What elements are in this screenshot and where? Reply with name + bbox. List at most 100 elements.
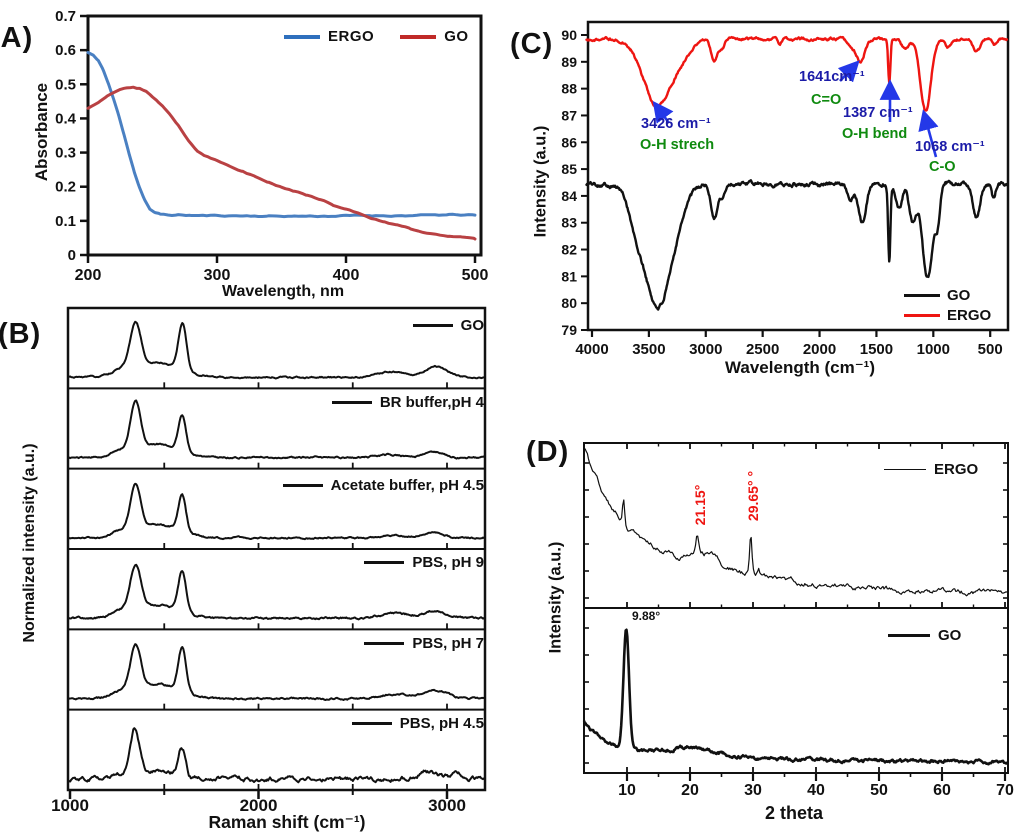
svg-text:1000: 1000 bbox=[51, 796, 89, 815]
ftir-annotation-1387-assignment: O-H bend bbox=[842, 126, 908, 142]
xrd-ergo-label: ERGO bbox=[934, 461, 979, 478]
svg-text:50: 50 bbox=[870, 782, 888, 799]
svg-text:87: 87 bbox=[561, 107, 577, 123]
legend-line bbox=[904, 294, 940, 297]
panel-b-label: (B) bbox=[0, 318, 42, 350]
svg-text:0.5: 0.5 bbox=[55, 76, 76, 93]
ftir-annotation-1641-value: 1641cm⁻¹ bbox=[799, 69, 865, 85]
svg-text:3000: 3000 bbox=[428, 796, 466, 815]
legend-line bbox=[888, 633, 930, 638]
ergo-legend-label: ERGO bbox=[328, 28, 375, 45]
panel-b-plot: 1000 2000 3000 bbox=[51, 306, 487, 815]
c-x-axis-label: Wavelength (cm⁻¹) bbox=[724, 358, 876, 377]
ftir-annotation-3426-value: 3426 cm⁻¹ bbox=[641, 116, 711, 132]
svg-text:0.7: 0.7 bbox=[55, 8, 76, 25]
legend-line bbox=[364, 642, 405, 645]
svg-text:0: 0 bbox=[68, 247, 76, 264]
legend-line bbox=[884, 468, 926, 471]
xrd-go-label: GO bbox=[938, 627, 962, 644]
panel-d-label: (D) bbox=[526, 436, 570, 468]
raman-trace-label: PBS, pH 4.5 bbox=[399, 715, 484, 732]
svg-text:0.6: 0.6 bbox=[55, 42, 76, 59]
raman-legend-pbs45: PBS, pH 4.5 bbox=[351, 715, 484, 732]
svg-text:1000: 1000 bbox=[917, 341, 950, 358]
svg-text:88: 88 bbox=[561, 81, 577, 97]
legend-line bbox=[904, 314, 940, 317]
svg-text:2000: 2000 bbox=[240, 796, 278, 815]
raman-trace-label: PBS, pH 9 bbox=[412, 554, 484, 571]
svg-text:81: 81 bbox=[561, 268, 577, 284]
svg-text:90: 90 bbox=[561, 27, 577, 43]
uvvis-legend: ERGO GO bbox=[284, 28, 469, 45]
svg-text:0.3: 0.3 bbox=[55, 145, 76, 162]
svg-text:2500: 2500 bbox=[746, 341, 779, 358]
panel-d-plot: 10 20 30 40 50 60 70 bbox=[582, 442, 1014, 799]
svg-text:10: 10 bbox=[618, 782, 636, 799]
b-x-axis-label: Raman shift (cm⁻¹) bbox=[208, 812, 366, 832]
a-y-axis-label: Absorbance bbox=[32, 82, 51, 182]
svg-text:400: 400 bbox=[333, 267, 360, 284]
xrd-peak-label-988: 9.88° bbox=[632, 609, 661, 623]
xrd-peak-label-2115: 21.15° bbox=[692, 484, 708, 526]
raman-legend-pbs9: PBS, pH 9 bbox=[364, 554, 484, 571]
ftir-annotation-1068-assignment: C-O bbox=[929, 159, 956, 175]
a-x-axis-label: Wavelength, nm bbox=[221, 283, 345, 300]
svg-text:500: 500 bbox=[978, 341, 1003, 358]
svg-text:0.2: 0.2 bbox=[55, 179, 76, 196]
legend-line bbox=[331, 401, 372, 404]
d-x-axis-label: 2 theta bbox=[764, 803, 824, 823]
svg-text:70: 70 bbox=[996, 782, 1014, 799]
legend-line bbox=[282, 484, 323, 487]
ergo-legend-line bbox=[284, 34, 320, 39]
svg-text:500: 500 bbox=[462, 267, 489, 284]
svg-text:200: 200 bbox=[75, 267, 102, 284]
svg-text:79: 79 bbox=[561, 322, 577, 338]
svg-text:20: 20 bbox=[681, 782, 699, 799]
ftir-annotation-3426-assignment: O-H strech bbox=[640, 137, 715, 153]
legend-line bbox=[412, 324, 453, 327]
ftir-legend-ergo: ERGO bbox=[904, 307, 991, 324]
go-legend-label: GO bbox=[444, 28, 469, 45]
ftir-annotation-1387-value: 1387 cm⁻¹ bbox=[843, 105, 913, 121]
svg-text:86: 86 bbox=[561, 134, 577, 150]
ftir-legend-go: GO bbox=[904, 287, 970, 304]
go-legend-line bbox=[400, 34, 437, 39]
svg-text:30: 30 bbox=[744, 782, 762, 799]
svg-text:89: 89 bbox=[561, 54, 577, 70]
raman-legend-acetate: Acetate buffer, pH 4.5 bbox=[282, 477, 484, 494]
raman-trace-label: Acetate buffer, pH 4.5 bbox=[330, 477, 484, 494]
xrd-peak-label-2965: 29.65° ° bbox=[745, 470, 761, 522]
svg-text:2000: 2000 bbox=[803, 341, 836, 358]
legend-line bbox=[364, 561, 405, 564]
svg-text:3000: 3000 bbox=[689, 341, 722, 358]
ftir-go-label: GO bbox=[947, 287, 971, 304]
raman-legend-pbs7: PBS, pH 7 bbox=[364, 635, 484, 652]
svg-text:83: 83 bbox=[561, 215, 577, 231]
svg-text:4000: 4000 bbox=[575, 341, 608, 358]
raman-trace-label: PBS, pH 7 bbox=[412, 635, 484, 652]
svg-text:80: 80 bbox=[561, 295, 577, 311]
svg-text:300: 300 bbox=[204, 267, 231, 284]
xrd-legend-go: GO bbox=[888, 627, 961, 644]
panel-c-label: (C) bbox=[510, 28, 554, 60]
panel-c-plot: 79 80 81 82 83 84 85 86 87 88 89 90 4000 3500 3000 2500… bbox=[561, 20, 1010, 358]
svg-text:60: 60 bbox=[933, 782, 951, 799]
raman-legend-br-buffer: BR buffer,pH 4 bbox=[331, 394, 484, 411]
panel-a-plot: 0 0.1 0.2 0.3 0.4 0.5 0.6 0.7 200 300 400 500 bbox=[55, 8, 488, 284]
svg-text:1500: 1500 bbox=[860, 341, 893, 358]
xrd-legend-ergo: ERGO bbox=[884, 461, 978, 478]
raman-legend-go: GO bbox=[412, 317, 484, 334]
legend-line bbox=[351, 722, 392, 725]
raman-trace-label: BR buffer,pH 4 bbox=[379, 394, 484, 411]
b-y-axis-label: Normalized intensity (a.u.) bbox=[21, 443, 38, 643]
svg-text:40: 40 bbox=[807, 782, 825, 799]
d-y-axis-label: Intensity (a.u.) bbox=[546, 541, 565, 654]
ftir-annotation-1641-assignment: C=O bbox=[811, 92, 842, 108]
ftir-ergo-label: ERGO bbox=[947, 307, 992, 324]
svg-text:3500: 3500 bbox=[632, 341, 665, 358]
svg-text:85: 85 bbox=[561, 161, 577, 177]
svg-text:0.1: 0.1 bbox=[55, 213, 76, 230]
raman-trace-label: GO bbox=[460, 317, 484, 334]
svg-text:84: 84 bbox=[561, 188, 577, 204]
